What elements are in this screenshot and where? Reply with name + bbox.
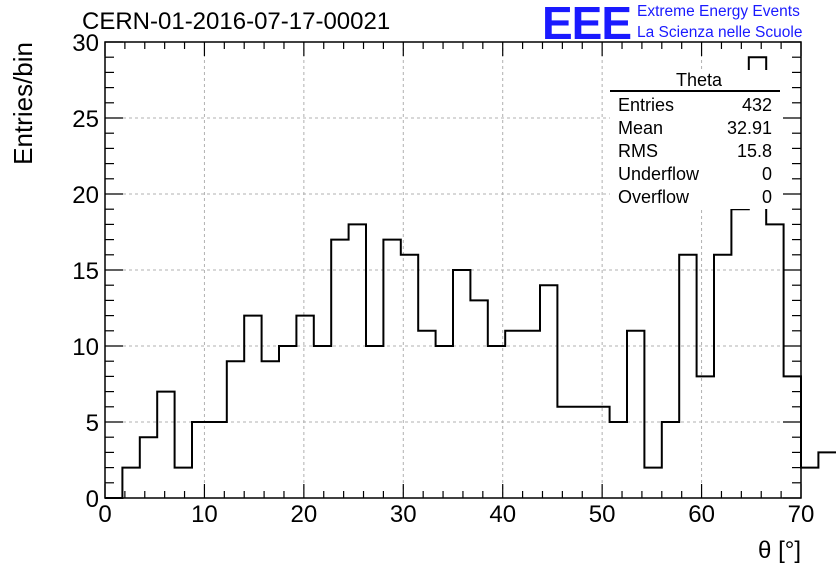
histogram-step-line [105,56,836,499]
stats-label: Underflow [618,164,700,184]
stats-label: Entries [618,95,675,115]
stats-row: Entries 432 [610,94,780,117]
y-tick-label: 15 [72,258,99,285]
stats-row: Overflow 0 [610,186,780,209]
stats-row: Underflow 0 [610,163,780,186]
stats-row: Mean 32.91 [610,117,780,140]
y-tick-label: 30 [72,30,99,57]
tick-labels: 0 10 20 30 40 50 60 70 0 5 10 15 20 25 30 [72,30,814,528]
x-tick-label: 0 [98,501,111,528]
y-axis-label: Entries/bin [8,42,38,165]
x-tick-label: 20 [291,501,318,528]
y-tick-label: 5 [86,410,99,437]
x-tick-label: 10 [191,501,218,528]
y-tick-label: 10 [72,334,99,361]
plot-title: CERN-01-2016-07-17-00021 [82,8,391,35]
stats-value: 432 [741,95,772,115]
x-tick-label: 60 [688,501,715,528]
stats-box: Theta Entries 432 Mean 32.91 RMS 15.8 Underflo… [610,70,780,209]
y-tick-label: 25 [72,106,99,133]
x-axis-label: θ [°] [758,537,801,564]
stats-row: RMS 15.8 [610,140,780,163]
stats-value: 0 [761,164,772,184]
x-tick-label: 50 [589,501,616,528]
x-tick-label: 70 [788,501,815,528]
stats-label: Mean [618,118,664,138]
y-tick-label: 0 [86,486,99,513]
y-tick-label: 20 [72,182,99,209]
axis-ticks [104,41,802,499]
stats-value: 15.8 [736,141,772,161]
stats-label: RMS [618,141,658,161]
logo-line-2: La Scienza nelle Scuole [637,24,803,41]
stats-label: Overflow [618,187,690,207]
x-tick-label: 40 [489,501,516,528]
stats-value: 32.91 [726,118,772,138]
x-tick-label: 30 [390,501,417,528]
stats-value: 0 [761,187,772,207]
eee-logo: EEE [542,0,632,49]
stats-title: Theta [610,70,780,92]
stats-rows: Entries 432 Mean 32.91 RMS 15.8 Underflow 0 Over… [610,94,780,209]
logo-line-1: Extreme Energy Events [637,3,800,20]
